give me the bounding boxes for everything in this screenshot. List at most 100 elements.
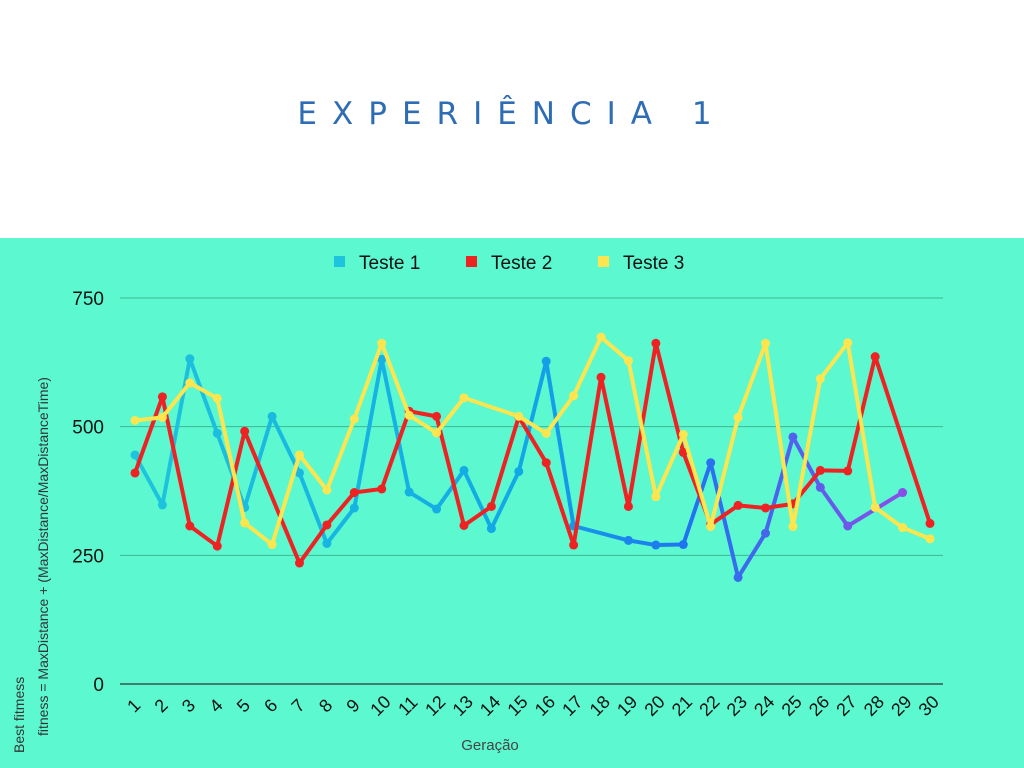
data-point (761, 503, 771, 513)
data-point (157, 500, 167, 510)
data-point (925, 518, 935, 528)
data-point (432, 428, 442, 438)
data-point (486, 524, 496, 534)
data-point (514, 411, 524, 421)
x-tick-label: 22 (695, 692, 723, 720)
data-point (459, 465, 469, 475)
data-point (596, 332, 606, 342)
data-point (788, 432, 798, 442)
data-point (678, 429, 688, 439)
data-point (157, 392, 167, 402)
x-tick-label: 23 (723, 692, 751, 720)
y-tick-label: 750 (72, 289, 104, 310)
data-point (541, 428, 551, 438)
data-point (788, 522, 798, 532)
legend: Teste 1 Teste 2 Teste 3 (334, 253, 684, 274)
data-point (815, 374, 825, 384)
data-point (377, 338, 387, 348)
y-tick-label: 250 (72, 546, 104, 567)
data-point (432, 504, 442, 514)
data-point (898, 488, 908, 498)
data-point (432, 411, 442, 421)
data-point (267, 540, 277, 550)
x-tick-label: 16 (531, 692, 559, 720)
data-point (185, 378, 195, 388)
data-point (377, 354, 387, 364)
data-point (212, 541, 222, 551)
data-point (294, 450, 304, 460)
data-point (514, 466, 524, 476)
data-point (870, 352, 880, 362)
data-point (733, 500, 743, 510)
x-tick-label: 2 (151, 695, 172, 716)
x-tick-label: 6 (260, 695, 281, 716)
data-point (733, 572, 743, 582)
data-point (815, 482, 825, 492)
data-point (212, 393, 222, 403)
data-point (349, 488, 359, 498)
data-point (706, 522, 716, 532)
legend-swatch (334, 256, 345, 267)
data-point (459, 520, 469, 530)
data-point (404, 487, 414, 497)
data-point (322, 485, 332, 495)
x-tick-label: 25 (778, 692, 806, 720)
x-tick-label: 21 (668, 692, 696, 720)
x-tick-label: 24 (750, 692, 778, 720)
series-line (133, 341, 932, 566)
legend-label: Teste 3 (623, 253, 684, 274)
data-point (569, 540, 579, 550)
data-point (925, 534, 935, 544)
x-tick-label: 12 (421, 692, 449, 720)
y-axis-label: Best fitmess (11, 677, 27, 753)
data-point (294, 558, 304, 568)
series-lines (130, 332, 935, 582)
y-tick-label: 0 (93, 675, 104, 696)
data-point (541, 356, 551, 366)
data-point (870, 502, 880, 512)
chart-panel: 0 250 500 750 1 2 3 4 5 6 7 8 9 10 11 12 13 14 15 16 17 18 19… (0, 238, 1024, 768)
x-tick-label: 5 (233, 695, 254, 716)
series-1 (130, 354, 908, 582)
x-tick-label: 14 (476, 692, 504, 720)
data-point (130, 468, 140, 478)
x-tick-label: 10 (366, 692, 394, 720)
x-tick-label: 13 (449, 692, 477, 720)
x-tick-label: 27 (832, 692, 860, 720)
data-point (240, 518, 250, 528)
data-point (569, 391, 579, 401)
x-tick-label: 29 (887, 692, 915, 720)
data-point (130, 415, 140, 425)
data-point (898, 523, 908, 533)
x-tick-label: 20 (640, 692, 668, 720)
legend-label: Teste 2 (491, 253, 552, 274)
data-point (349, 414, 359, 424)
x-tick-label: 9 (342, 695, 363, 716)
data-point (651, 338, 661, 348)
y-axis-formula: fitness = MaxDistance + (MaxDistance/Max… (35, 377, 51, 736)
series-3 (130, 332, 935, 550)
legend-label: Teste 1 (359, 253, 420, 274)
data-point (761, 528, 771, 538)
legend-swatch (466, 256, 477, 267)
data-point (130, 450, 140, 460)
data-point (185, 521, 195, 531)
page-title: EXPERIÊNCIA 1 (297, 96, 727, 132)
x-axis-ticks: 1 2 3 4 5 6 7 8 9 10 11 12 13 14 15 16 17 18 19 20 21 22 23 24 2… (123, 692, 943, 720)
data-point (596, 372, 606, 382)
data-point (623, 356, 633, 366)
data-point (678, 540, 688, 550)
series-2 (130, 338, 935, 568)
data-point (706, 458, 716, 468)
x-tick-label: 17 (558, 692, 586, 720)
data-point (623, 535, 633, 545)
data-point (843, 466, 853, 476)
data-point (377, 484, 387, 494)
x-tick-label: 7 (288, 695, 309, 716)
data-point (404, 410, 414, 420)
x-tick-label: 3 (178, 695, 199, 716)
x-tick-label: 15 (503, 692, 531, 720)
data-point (185, 354, 195, 364)
data-point (843, 521, 853, 531)
data-point (486, 501, 496, 511)
